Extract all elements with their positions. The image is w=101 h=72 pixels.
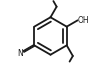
- Text: OH: OH: [78, 16, 89, 25]
- Text: N: N: [17, 49, 23, 58]
